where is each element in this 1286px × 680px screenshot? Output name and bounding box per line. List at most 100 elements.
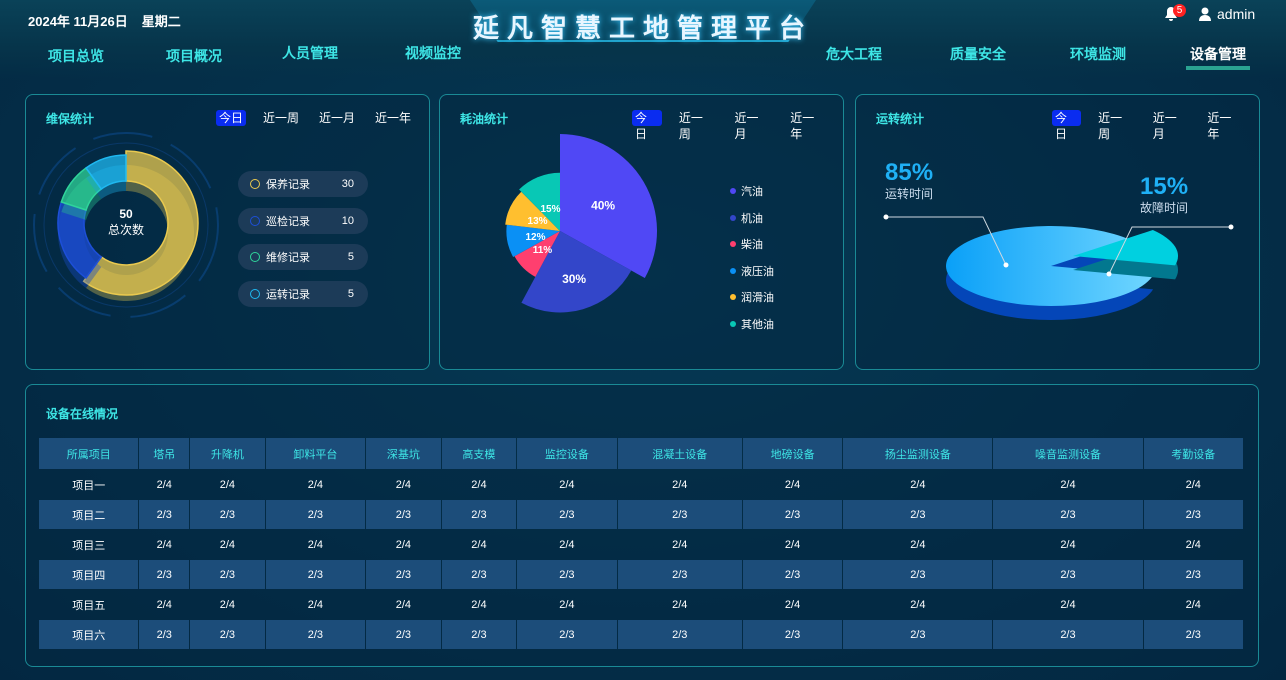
table-cell: 2/4 xyxy=(559,538,575,551)
table-cell: 2/3 xyxy=(617,560,742,589)
legend-item: 柴油 xyxy=(730,236,763,252)
table-cell: 2/3 xyxy=(517,500,617,529)
legend-item: 保养记录 30 xyxy=(238,171,368,197)
decor-ring xyxy=(43,142,209,308)
pie-label: 12% xyxy=(525,232,545,243)
column-header: 所属项目 xyxy=(39,438,139,469)
table-cell: 2/3 xyxy=(742,500,843,529)
column-header: 噪音监测设备 xyxy=(993,438,1143,469)
nav-item[interactable]: 危大工程 xyxy=(826,46,882,62)
table-cell: 2/4 xyxy=(395,538,411,551)
pie-slice xyxy=(505,191,560,231)
nav-item[interactable]: 人员管理 xyxy=(282,45,338,61)
nav-item[interactable]: 设备管理 xyxy=(1186,46,1250,70)
legend-item: 汽油 xyxy=(730,183,763,199)
table-cell: 2/3 xyxy=(265,620,366,649)
time-filter-tab[interactable]: 近一周 xyxy=(1098,111,1123,141)
column-header: 地磅设备 xyxy=(742,438,843,469)
column-header: 卸料平台 xyxy=(265,438,366,469)
legend-value: 5 xyxy=(347,287,354,300)
nav-item[interactable]: 视频监控 xyxy=(405,45,461,61)
legend-item: 其他油 xyxy=(730,316,774,332)
time-filter-tab[interactable]: 近一月 xyxy=(734,111,759,141)
table-cell: 2/4 xyxy=(1060,478,1076,491)
table-cell: 2/3 xyxy=(1143,560,1243,589)
time-filter-tab[interactable]: 今日 xyxy=(216,110,247,126)
legend-dot-icon xyxy=(250,252,260,262)
panel-title: 运转统计 xyxy=(876,112,925,126)
table-cell: 2/3 xyxy=(742,560,843,589)
pie-slice xyxy=(514,231,560,277)
table-cell: 2/3 xyxy=(517,560,617,589)
legend-label: 维修记录 xyxy=(266,252,310,264)
fuel-rose-chart: 40% 30% 11% 12% 13%15% xyxy=(505,134,657,313)
table-cell: 2/4 xyxy=(395,598,411,611)
pie-slice xyxy=(560,134,657,279)
run-label: 85% 运转时间 xyxy=(885,161,933,202)
table-cell: 2/4 xyxy=(910,478,926,491)
legend-item: 液压油 xyxy=(730,263,774,279)
table-cell: 2/3 xyxy=(517,620,617,649)
column-header: 升降机 xyxy=(190,438,265,469)
operation-panel: 运转统计 今日 近一周 近一月 近一年 85% 运转时间 15% 故障时间 xyxy=(855,94,1260,370)
table-cell: 2/3 xyxy=(366,620,441,649)
run-slice xyxy=(946,226,1154,307)
table-cell: 2/4 xyxy=(784,478,801,491)
panel-title: 维保统计 xyxy=(46,112,95,126)
table-row: 项目六 2/3 2/3 2/3 2/3 2/3 2/3 2/3 2/3 2/3 2/3 2/3 xyxy=(39,620,1243,649)
user-menu[interactable]: admin xyxy=(1199,6,1255,22)
table-cell: 2/4 xyxy=(672,478,688,491)
time-filter-tab[interactable]: 近一年 xyxy=(375,111,412,125)
nav-item[interactable]: 环境监测 xyxy=(1070,46,1126,62)
time-filter-tab[interactable]: 近一周 xyxy=(263,111,300,125)
time-filter-tab[interactable]: 近一月 xyxy=(1152,111,1177,141)
legend-item: 巡检记录 10 xyxy=(238,207,368,234)
legend-dot-icon xyxy=(730,294,736,300)
column-header: 考勤设备 xyxy=(1143,438,1243,469)
table-cell: 项目五 xyxy=(72,599,106,612)
legend-dot-icon xyxy=(250,179,260,189)
legend-dot-icon xyxy=(730,188,736,194)
operation-3d-pie xyxy=(883,214,1234,320)
column-header: 监控设备 xyxy=(517,438,617,469)
time-filter-tab[interactable]: 近一月 xyxy=(319,111,356,125)
table-cell: 2/4 xyxy=(307,538,324,551)
leader-dot xyxy=(883,214,889,220)
table-cell: 2/3 xyxy=(617,620,742,649)
table-cell: 2/4 xyxy=(1185,478,1201,491)
table-row: 项目一 2/4 2/4 2/4 2/4 2/4 2/4 2/4 2/4 2/4 2/4 2/4 xyxy=(39,470,1243,499)
table-cell: 2/3 xyxy=(1143,620,1243,649)
pie-label: 15% xyxy=(541,204,561,215)
table-cell: 2/4 xyxy=(156,538,172,551)
nav-item[interactable]: 质量安全 xyxy=(950,46,1006,62)
pie-label: 11% xyxy=(533,245,553,256)
notification-badge: 5 xyxy=(1173,4,1186,17)
legend-label: 润滑油 xyxy=(741,292,774,304)
legend-item: 维修记录 5 xyxy=(238,244,368,270)
table-cell: 2/3 xyxy=(441,620,517,649)
table-cell: 2/4 xyxy=(559,598,575,611)
time-filter-tab[interactable]: 近一年 xyxy=(1207,111,1232,141)
title-plate xyxy=(470,0,816,42)
table-cell: 2/4 xyxy=(559,478,575,491)
nav-item[interactable]: 项目总览 xyxy=(48,48,104,64)
pie-label: 40% xyxy=(591,199,615,213)
table-cell: 2/4 xyxy=(471,538,487,551)
table-cell: 2/3 xyxy=(190,560,265,589)
legend-item: 润滑油 xyxy=(730,289,774,305)
date-text: 2024年 11月26日 xyxy=(28,14,128,29)
fault-slice xyxy=(1073,230,1178,266)
legend-label: 液压油 xyxy=(741,265,774,278)
table-row: 项目四 2/3 2/3 2/3 2/3 2/3 2/3 2/3 2/3 2/3 2/3 2/3 xyxy=(39,560,1243,589)
leader-line xyxy=(886,216,1007,266)
table-row: 项目五 2/4 2/4 2/4 2/4 2/4 2/4 2/4 2/4 2/4 2/4 2/4 xyxy=(39,590,1243,619)
time-filter-tab[interactable]: 近一年 xyxy=(790,111,815,141)
table-cell: 2/4 xyxy=(156,478,172,491)
decor-ring xyxy=(33,132,219,318)
time-filter-tab[interactable]: 近一周 xyxy=(678,111,703,141)
table-cell: 2/4 xyxy=(395,478,411,491)
time-filter-tab[interactable]: 今日 xyxy=(1052,110,1082,141)
time-filter-tab[interactable]: 今日 xyxy=(632,110,662,141)
nav-item[interactable]: 项目概况 xyxy=(166,48,222,64)
table-cell: 2/3 xyxy=(617,500,742,529)
